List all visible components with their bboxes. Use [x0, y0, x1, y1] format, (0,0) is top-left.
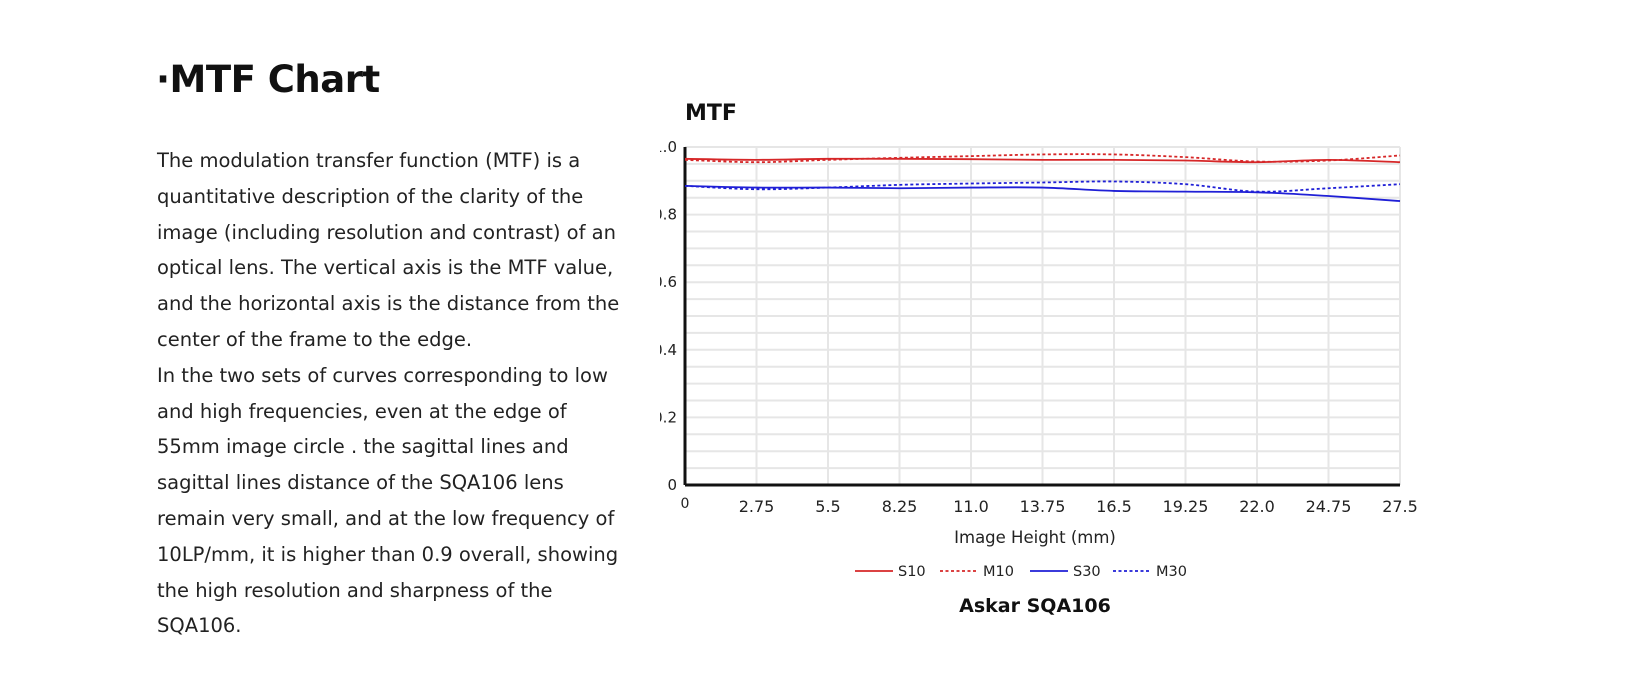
- x-tick-label: 2.75: [739, 497, 775, 516]
- y-tick-label: 1.0: [660, 138, 677, 156]
- y-tick-label: 0: [667, 476, 677, 494]
- x-tick-label: 13.75: [1020, 497, 1066, 516]
- chart-subtitle: Askar SQA106: [959, 595, 1111, 617]
- description-paragraph-1: The modulation transfer function (MTF) i…: [157, 149, 620, 351]
- axes: 0 0.2 0.4 0.6 0.8 1.0 0 2.75 5.5 8.25 11.0 13.75 16.…: [653, 138, 1418, 516]
- grid: [684, 146, 1401, 486]
- x-tick-label: 5.5: [815, 497, 840, 516]
- x-tick-label: 19.25: [1163, 497, 1209, 516]
- description-paragraph-2: In the two sets of curves corresponding …: [157, 363, 619, 638]
- legend: S10 M10 S30 M30: [855, 564, 1187, 580]
- legend-label-s10: S10: [898, 564, 926, 580]
- series-line-s10: [684, 157, 1401, 164]
- legend-label-m30: M30: [1156, 564, 1187, 580]
- legend-label-m10: M10: [983, 564, 1014, 580]
- x-tick-label: 8.25: [882, 497, 918, 516]
- x-tick-label: 0: [681, 496, 690, 512]
- y-tick-label: 0.2: [660, 408, 677, 426]
- x-tick-label: 27.5: [1382, 497, 1418, 516]
- y-tick-label: 0.8: [660, 206, 677, 224]
- page-title: ·MTF Chart: [156, 58, 380, 101]
- y-tick-label: 0.6: [660, 273, 677, 291]
- x-tick-label: 22.0: [1239, 497, 1275, 516]
- mtf-chart-svg: MTF 0 0.2 0.4 0.6 0.8 1.0 0 2.75 5.5 8.25 11.0 13.7…: [653, 101, 1418, 617]
- x-tick-label: 16.5: [1096, 497, 1132, 516]
- x-axis-label: Image Height (mm): [954, 528, 1116, 547]
- series-lines: [684, 153, 1401, 202]
- y-tick-label: 0.4: [660, 341, 677, 359]
- x-tick-label: 11.0: [953, 497, 989, 516]
- series-line-m10: [684, 153, 1401, 164]
- legend-label-s30: S30: [1073, 564, 1101, 580]
- x-tick-label: 24.75: [1306, 497, 1352, 516]
- mtf-chart: MTF 0 0.2 0.4 0.6 0.8 1.0 0 2.75 5.5 8.25 11.0 13.7…: [653, 95, 1500, 655]
- description-text: The modulation transfer function (MTF) i…: [157, 143, 627, 644]
- chart-title: MTF: [685, 101, 737, 126]
- series-line-m30: [684, 180, 1401, 193]
